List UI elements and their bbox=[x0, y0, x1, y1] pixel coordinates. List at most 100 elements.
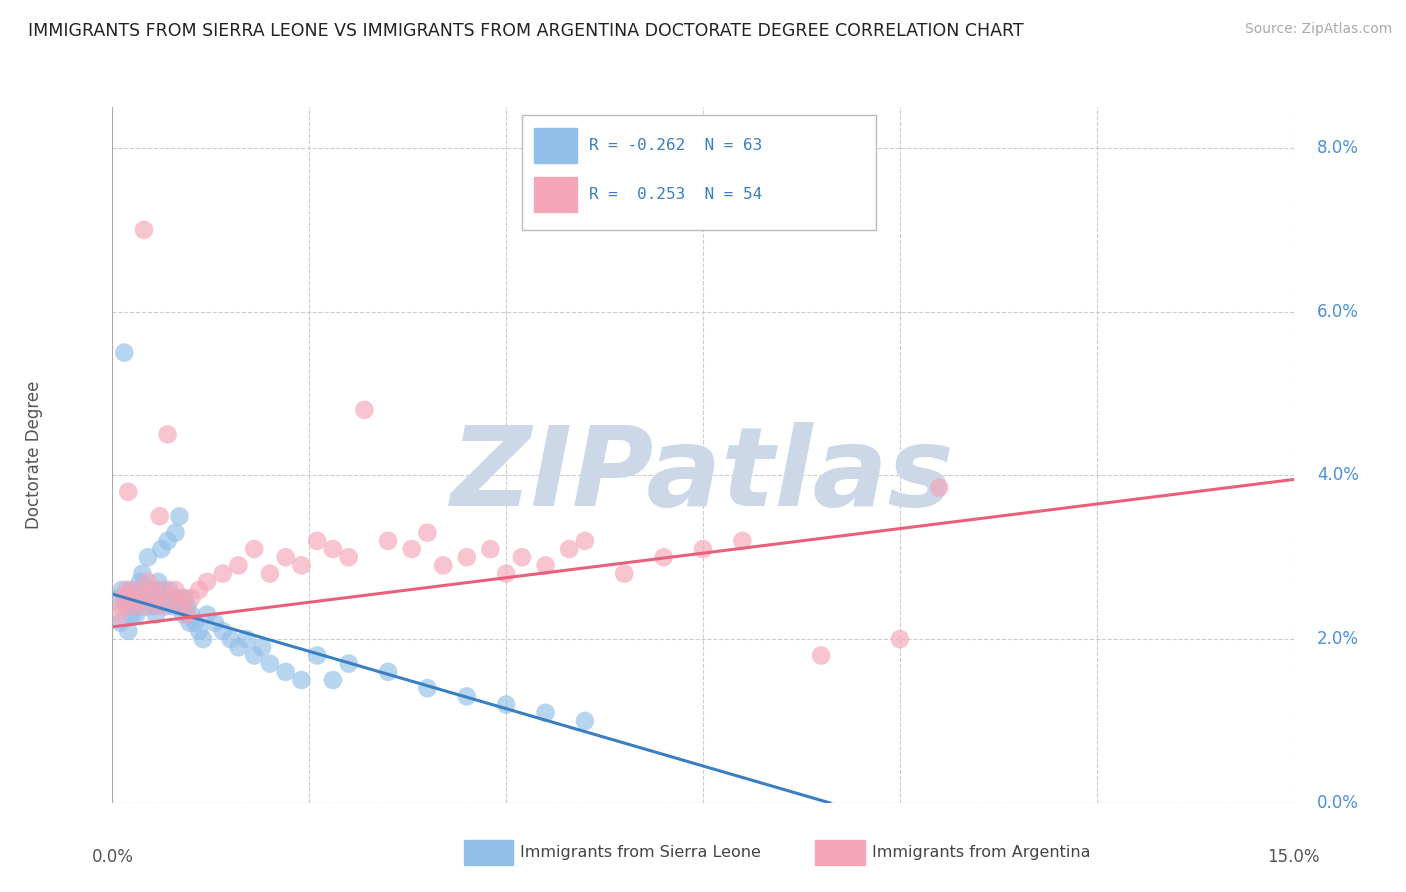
Point bbox=[274, 550, 297, 565]
Point bbox=[337, 657, 360, 671]
Point bbox=[107, 591, 129, 606]
Point bbox=[156, 533, 179, 548]
Point bbox=[250, 640, 273, 655]
Point bbox=[131, 566, 153, 581]
Point bbox=[160, 591, 183, 606]
Point bbox=[152, 582, 174, 597]
Point bbox=[204, 615, 226, 630]
Point bbox=[184, 615, 207, 630]
Point bbox=[188, 582, 211, 597]
Point bbox=[135, 599, 157, 614]
Point bbox=[243, 648, 266, 663]
Point bbox=[146, 574, 169, 589]
Point bbox=[145, 591, 167, 606]
Point bbox=[456, 550, 478, 565]
Point bbox=[191, 632, 214, 646]
Point bbox=[290, 558, 312, 573]
Point bbox=[117, 591, 139, 606]
Point bbox=[188, 624, 211, 638]
Text: 0.0%: 0.0% bbox=[91, 847, 134, 866]
Point bbox=[534, 706, 557, 720]
Point bbox=[117, 484, 139, 499]
Point bbox=[180, 591, 202, 606]
Point bbox=[401, 542, 423, 557]
Point bbox=[495, 566, 517, 581]
Point bbox=[132, 223, 155, 237]
Text: Doctorate Degree: Doctorate Degree bbox=[25, 381, 42, 529]
Point bbox=[121, 599, 143, 614]
Point bbox=[243, 542, 266, 557]
Point bbox=[129, 574, 152, 589]
Point bbox=[211, 566, 233, 581]
Point bbox=[118, 582, 141, 597]
Point bbox=[141, 582, 163, 597]
Point bbox=[152, 591, 174, 606]
Point bbox=[136, 550, 159, 565]
Point bbox=[169, 599, 191, 614]
Point bbox=[107, 607, 129, 622]
Text: ZIPatlas: ZIPatlas bbox=[451, 422, 955, 529]
Point bbox=[558, 542, 581, 557]
Point bbox=[124, 599, 146, 614]
Point bbox=[322, 542, 344, 557]
Point bbox=[117, 624, 139, 638]
Point bbox=[165, 525, 187, 540]
Point bbox=[111, 582, 134, 597]
Point bbox=[432, 558, 454, 573]
Point bbox=[377, 665, 399, 679]
Point bbox=[510, 550, 533, 565]
Point bbox=[176, 599, 198, 614]
Point bbox=[160, 591, 183, 606]
Point bbox=[129, 591, 152, 606]
Text: R = -0.262  N = 63: R = -0.262 N = 63 bbox=[589, 138, 762, 153]
Point bbox=[150, 542, 173, 557]
Point bbox=[149, 582, 172, 597]
Point bbox=[165, 582, 187, 597]
FancyBboxPatch shape bbox=[522, 115, 876, 230]
Point bbox=[416, 681, 439, 696]
Point bbox=[307, 648, 329, 663]
Point bbox=[928, 481, 950, 495]
Point bbox=[259, 657, 281, 671]
Point bbox=[112, 591, 135, 606]
Point bbox=[112, 345, 135, 359]
Point bbox=[176, 607, 198, 622]
Point bbox=[534, 558, 557, 573]
Point bbox=[156, 427, 179, 442]
Text: R =  0.253  N = 54: R = 0.253 N = 54 bbox=[589, 187, 762, 202]
Point bbox=[810, 648, 832, 663]
Point bbox=[692, 542, 714, 557]
Point bbox=[174, 591, 197, 606]
Point bbox=[141, 591, 163, 606]
Point bbox=[172, 607, 194, 622]
Point bbox=[195, 607, 218, 622]
Point bbox=[170, 599, 193, 614]
Point bbox=[110, 615, 132, 630]
Point bbox=[149, 509, 172, 524]
Point bbox=[115, 599, 138, 614]
Point bbox=[115, 582, 138, 597]
Point bbox=[166, 591, 188, 606]
Text: Immigrants from Sierra Leone: Immigrants from Sierra Leone bbox=[520, 846, 761, 860]
Point bbox=[613, 566, 636, 581]
Point bbox=[337, 550, 360, 565]
Point bbox=[259, 566, 281, 581]
Point bbox=[163, 599, 186, 614]
Text: 0.0%: 0.0% bbox=[1317, 794, 1360, 812]
Text: Source: ZipAtlas.com: Source: ZipAtlas.com bbox=[1244, 22, 1392, 37]
Point bbox=[211, 624, 233, 638]
Point bbox=[127, 582, 149, 597]
Bar bbox=[534, 178, 576, 211]
Point bbox=[125, 591, 148, 606]
Point bbox=[149, 599, 172, 614]
Point bbox=[456, 690, 478, 704]
Point bbox=[377, 533, 399, 548]
Point bbox=[132, 599, 155, 614]
Point bbox=[179, 615, 201, 630]
Point bbox=[479, 542, 502, 557]
Point bbox=[235, 632, 257, 646]
Point bbox=[117, 591, 139, 606]
Point bbox=[731, 533, 754, 548]
Point bbox=[125, 607, 148, 622]
Point bbox=[121, 607, 143, 622]
